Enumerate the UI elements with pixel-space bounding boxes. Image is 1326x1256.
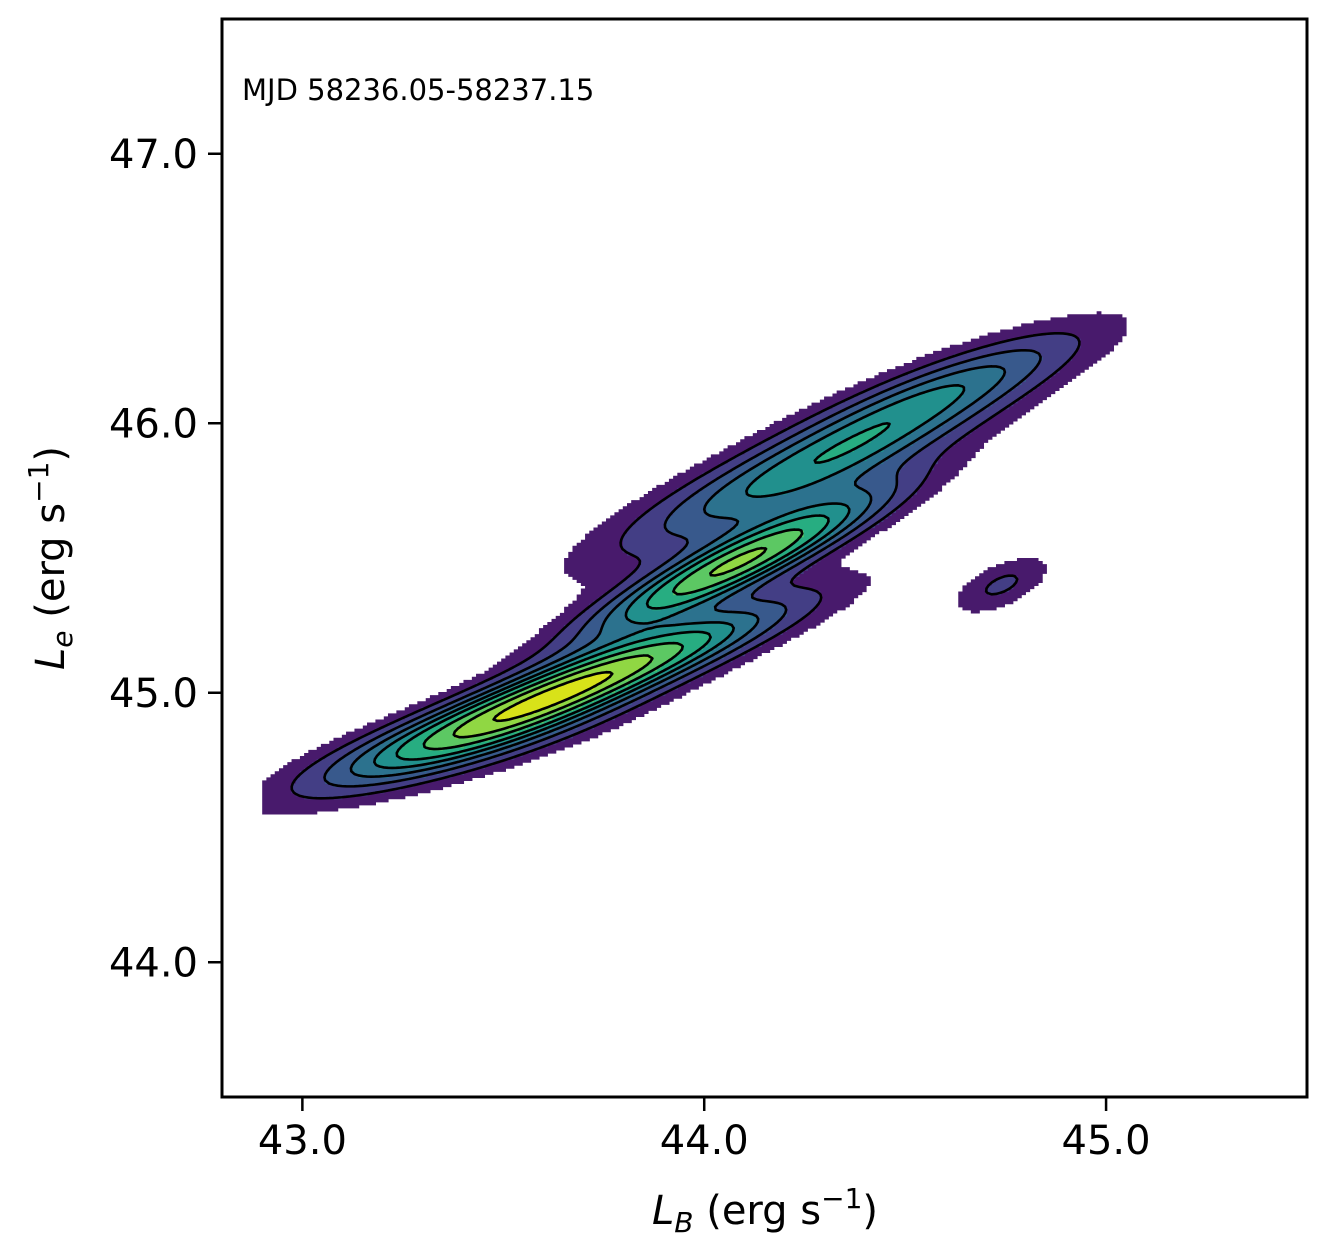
x-tick-label: 44.0 (660, 1118, 749, 1164)
plot-frame (220, 17, 1309, 1099)
contour-line-7 (452, 546, 768, 739)
x-axis-label-close: ) (862, 1188, 878, 1234)
x-tick-label: 43.0 (258, 1118, 347, 1164)
y-tick-label: 45.0 (109, 671, 198, 717)
contour-line-3 (349, 365, 1007, 778)
contour-band-4 (375, 384, 964, 769)
y-axis-label-subscript: e (46, 630, 79, 647)
y-axis-label-symbol: L (28, 648, 74, 670)
contour-line-6 (422, 528, 804, 751)
y-axis-label-close: ) (28, 446, 74, 462)
y-tick-label: 47.0 (109, 132, 198, 178)
x-axis-label-units: (erg s (694, 1188, 822, 1234)
x-axis-label-symbol: L (652, 1188, 674, 1234)
x-axis-label-subscript: B (674, 1206, 693, 1239)
x-axis-ticks: 43.0 44.0 45.0 (258, 1097, 1151, 1164)
contour-layer (262, 311, 1127, 815)
contour-band-1 (291, 332, 1081, 800)
y-axis-ticks: 44.0 45.0 46.0 47.0 (109, 132, 222, 986)
x-tick-label: 45.0 (1062, 1118, 1151, 1164)
y-tick-label: 44.0 (109, 940, 198, 986)
contour-line-4 (373, 384, 966, 770)
contour-line-5 (395, 422, 891, 761)
x-axis-label-exponent: −1 (821, 1182, 862, 1215)
y-axis-label-exponent: −1 (22, 462, 55, 503)
contour-line-2 (323, 348, 1042, 788)
y-axis-label: Le (erg s−1) (22, 446, 79, 670)
y-axis-label-units: (erg s (28, 503, 74, 631)
x-axis-label: LB (erg s−1) (652, 1182, 878, 1239)
contour-line-1 (290, 331, 1081, 800)
contour-line-8 (492, 670, 614, 723)
y-tick-label: 46.0 (109, 401, 198, 447)
annotation-text: MJD 58236.05-58237.15 (242, 73, 594, 107)
contour-band-8 (497, 673, 611, 721)
